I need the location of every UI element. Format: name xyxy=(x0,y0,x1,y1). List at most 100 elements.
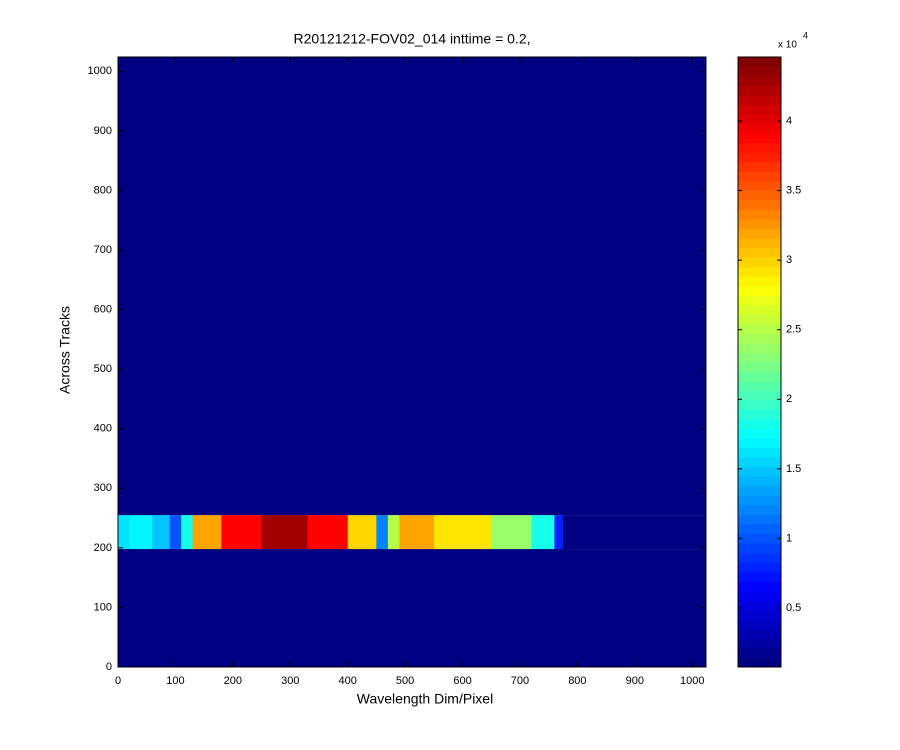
colorbar-step xyxy=(738,647,781,658)
heatmap-cell xyxy=(554,57,564,516)
colorbar-step xyxy=(738,152,781,163)
heatmap-cell xyxy=(261,549,308,667)
colorbar-step xyxy=(738,209,781,220)
colorbar-step xyxy=(738,295,781,306)
heatmap-cell xyxy=(491,549,532,667)
y-tick-label: 800 xyxy=(94,184,112,196)
colorbar-step xyxy=(738,533,781,544)
heatmap-cell xyxy=(531,515,555,550)
heatmap-cell xyxy=(261,57,308,516)
x-tick-label: 200 xyxy=(224,675,242,687)
colorbar-step xyxy=(738,419,781,430)
heatmap-cell xyxy=(554,515,564,550)
heatmap-cell xyxy=(563,549,707,667)
colorbar-tick-label: 1 xyxy=(786,532,792,544)
heatmap-cell xyxy=(152,549,171,667)
heatmap-cell xyxy=(261,515,308,550)
heatmap-cell xyxy=(399,57,435,516)
colorbar-step xyxy=(738,447,781,458)
colorbar-tick-label: 4 xyxy=(786,115,792,127)
colorbar-tick-label: 1.5 xyxy=(786,463,801,475)
heatmap-cell xyxy=(169,57,182,516)
heatmap-cell xyxy=(221,57,263,516)
colorbar-step xyxy=(738,619,781,630)
colorbar-step xyxy=(738,590,781,601)
heatmap-cell xyxy=(376,515,389,550)
colorbar-step xyxy=(738,381,781,392)
colorbar-step xyxy=(738,628,781,639)
colorbar-step xyxy=(738,57,781,68)
heatmap-cell xyxy=(554,549,564,667)
colorbar-step xyxy=(738,543,781,554)
colorbar-step xyxy=(738,76,781,87)
heatmap-cell xyxy=(491,515,532,550)
colorbar-step xyxy=(738,114,781,125)
colorbar-step xyxy=(738,400,781,411)
colorbar-step xyxy=(738,362,781,373)
x-tick-label: 500 xyxy=(396,675,414,687)
x-tick-label: 900 xyxy=(626,675,644,687)
heatmap-cell xyxy=(399,549,435,667)
colorbar-step xyxy=(738,323,781,334)
colorbar-step xyxy=(738,238,781,249)
x-tick-label: 700 xyxy=(511,675,529,687)
y-tick-label: 1000 xyxy=(88,65,112,77)
y-tick-label: 400 xyxy=(94,423,112,435)
y-tick-label: 600 xyxy=(94,303,112,315)
heatmap-cell xyxy=(387,57,400,516)
colorbar-step xyxy=(738,142,781,153)
heatmap-cell xyxy=(376,549,389,667)
heatmap-cell xyxy=(387,515,400,550)
x-tick-label: 400 xyxy=(339,675,357,687)
colorbar-step xyxy=(738,219,781,230)
heatmap-cell xyxy=(192,549,222,667)
heatmap-cell xyxy=(192,515,222,550)
heatmap-cell xyxy=(152,57,171,516)
colorbar-step xyxy=(738,161,781,172)
colorbar-step xyxy=(738,199,781,210)
plot-frame xyxy=(117,56,707,668)
heatmap-cell xyxy=(376,57,389,516)
colorbar-tick-label: 2.5 xyxy=(786,324,801,336)
x-tick-label: 100 xyxy=(166,675,184,687)
heatmap-cell xyxy=(129,549,153,667)
x-tick-label: 0 xyxy=(115,675,121,687)
colorbar-step xyxy=(738,333,781,344)
heatmap-cell xyxy=(118,57,130,516)
colorbar-step xyxy=(738,342,781,353)
heatmap-cell xyxy=(118,515,130,550)
colorbar-step xyxy=(738,562,781,573)
colorbar-step xyxy=(738,504,781,515)
heatmap-cell xyxy=(221,549,263,667)
colorbar-step xyxy=(738,314,781,325)
colorbar-step xyxy=(738,85,781,96)
heatmap-cell xyxy=(531,57,555,516)
x-tick-label: 600 xyxy=(453,675,471,687)
colorbar-tick-label: 3.5 xyxy=(786,184,801,196)
x-tick-label: 300 xyxy=(281,675,299,687)
colorbar-step xyxy=(738,476,781,487)
colorbar-step xyxy=(738,304,781,315)
y-tick-label: 100 xyxy=(94,601,112,613)
colorbar-frame xyxy=(737,56,782,668)
heatmap-cell xyxy=(169,549,182,667)
colorbar-step xyxy=(738,428,781,439)
heatmap-cell xyxy=(152,515,171,550)
y-tick-label: 200 xyxy=(94,542,112,554)
colorbar-tick-label: 2 xyxy=(786,393,792,405)
heatmap-cell xyxy=(399,515,435,550)
colorbar-step xyxy=(738,352,781,363)
colorbar-step xyxy=(738,466,781,477)
colorbar-step xyxy=(738,514,781,525)
colorbar-multiplier: x 10 xyxy=(778,40,797,51)
heatmap-cell xyxy=(347,57,377,516)
colorbar-exponent: 4 xyxy=(803,30,808,40)
heatmap-cell xyxy=(491,57,532,516)
colorbar-tick-label: 0.5 xyxy=(786,602,801,614)
heatmap-cell xyxy=(563,515,707,550)
colorbar-step xyxy=(738,276,781,287)
colorbar-step xyxy=(738,247,781,258)
chart-title: R20121212-FOV02_014 inttime = 0.2, xyxy=(294,31,531,47)
